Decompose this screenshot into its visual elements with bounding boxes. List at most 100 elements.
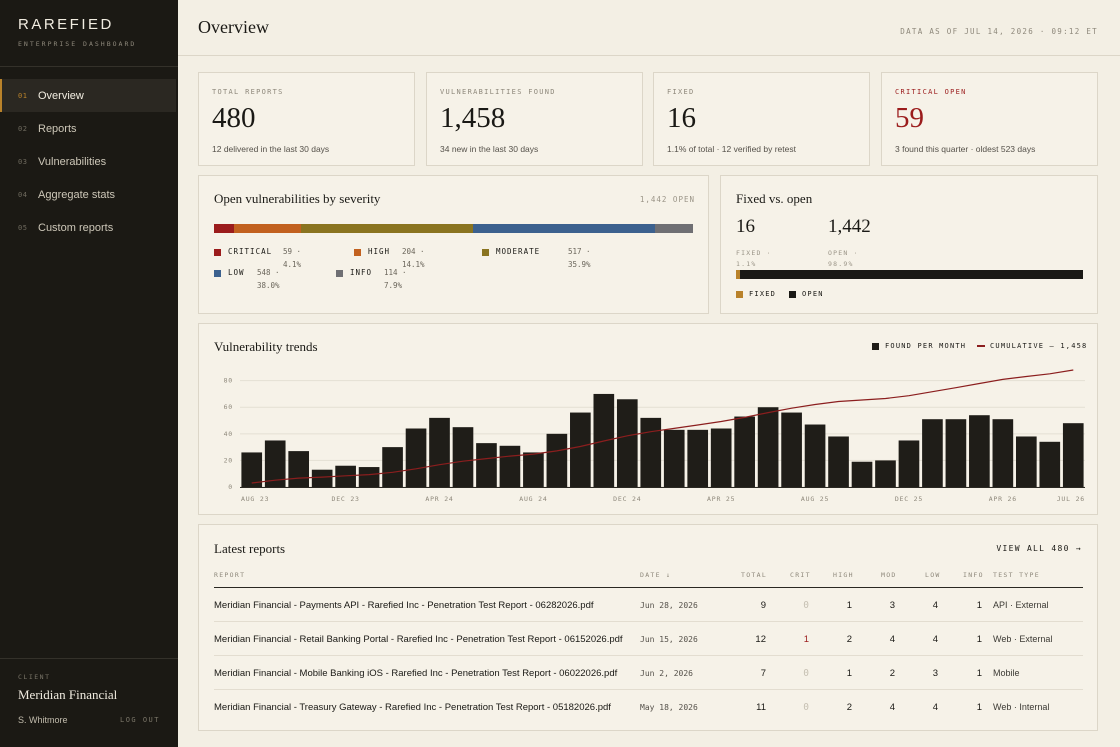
- legend-swatch: [482, 249, 489, 256]
- y-tick-label: 20: [224, 456, 233, 464]
- severity-count: 548 ·: [257, 268, 280, 277]
- nav-number: 01: [18, 91, 28, 100]
- legend-swatch: [214, 249, 221, 256]
- header: Overview DATA AS OF JUL 14, 2026 · 09:12…: [178, 0, 1120, 56]
- logout-link[interactable]: LOG OUT: [119, 716, 160, 724]
- kpi-value: 480: [212, 102, 256, 134]
- trend-bar: [523, 452, 544, 487]
- y-tick-label: 60: [224, 403, 233, 411]
- legend-name: INFO: [350, 268, 373, 277]
- x-tick-label: JUL 26: [1057, 495, 1085, 503]
- x-tick-label: AUG 23: [241, 495, 269, 503]
- trend-bar: [828, 436, 849, 487]
- sidebar-item-custom-reports[interactable]: 05 Custom reports: [0, 211, 176, 244]
- trend-bar: [499, 445, 521, 487]
- trend-bar: [734, 416, 755, 487]
- severity-segment-high: [233, 224, 302, 233]
- count-high: 2: [846, 702, 852, 713]
- client-label: CLIENT: [18, 673, 51, 681]
- count-mod: 4: [889, 634, 895, 645]
- table-header-divider: [214, 587, 1083, 588]
- test-type: Web · External: [993, 634, 1053, 644]
- x-tick-label: APR 24: [425, 495, 453, 503]
- fixed-label: FIXED · 1.1%: [736, 248, 772, 270]
- col-header-high[interactable]: HIGH: [833, 571, 854, 579]
- kpi-subtext: 3 found this quarter · oldest 523 days: [895, 144, 1036, 154]
- nav-label: Overview: [38, 89, 84, 102]
- test-type: Web · Internal: [993, 702, 1050, 712]
- kpi-card-total-reports: TOTAL REPORTS 480 12 delivered in the la…: [198, 72, 415, 166]
- fixed-vs-open-card: Fixed vs. open 16 1,442 FIXED · 1.1% OPEN…: [720, 175, 1098, 314]
- severity-percent: 38.0%: [257, 281, 280, 290]
- trend-bar: [992, 419, 1014, 487]
- severity-segment-low: [473, 224, 656, 233]
- brand-subtitle: ENTERPRISE DASHBOARD: [18, 40, 137, 48]
- sidebar: RAREFIED ENTERPRISE DASHBOARD 01 Overvie…: [0, 0, 178, 747]
- legend-swatch: [336, 270, 343, 277]
- col-header-crit[interactable]: CRIT: [790, 571, 811, 579]
- nav-label: Custom reports: [38, 221, 114, 234]
- count-crit: 1: [803, 634, 809, 645]
- count-mod: 3: [889, 600, 895, 611]
- count-crit: 0: [803, 668, 809, 679]
- nav-label: Aggregate stats: [38, 188, 116, 201]
- sidebar-item-overview[interactable]: 01 Overview: [0, 79, 176, 112]
- fixed-caption: FIXED ·: [736, 249, 772, 257]
- report-name[interactable]: Meridian Financial - Payments API - Rare…: [214, 600, 594, 611]
- sidebar-item-reports[interactable]: 02 Reports: [0, 112, 176, 145]
- view-all-link[interactable]: VIEW ALL 480 →: [996, 544, 1082, 553]
- count-low: 4: [932, 634, 938, 645]
- y-tick-label: 40: [224, 430, 233, 438]
- count-high: 1: [846, 668, 852, 679]
- severity-segment-critical: [214, 224, 234, 233]
- sidebar-item-aggregate-stats[interactable]: 04 Aggregate stats: [0, 178, 176, 211]
- count-high: 1: [846, 600, 852, 611]
- trends-title: Vulnerability trends: [214, 339, 318, 354]
- report-name[interactable]: Meridian Financial - Mobile Banking iOS …: [214, 668, 618, 679]
- col-header-total[interactable]: TOTAL: [741, 571, 768, 579]
- col-header-test-type[interactable]: TEST TYPE: [993, 571, 1040, 579]
- severity-percent: 7.9%: [384, 281, 403, 290]
- x-tick-label: DEC 24: [613, 495, 641, 503]
- open-value: 1,442: [828, 216, 871, 237]
- open-label: OPEN · 98.9%: [828, 248, 859, 270]
- col-header-date[interactable]: DATE ↓: [640, 571, 672, 579]
- report-date: Jun 15, 2026: [640, 635, 698, 644]
- legend-label: OPEN: [802, 290, 824, 298]
- col-header-mod[interactable]: MOD: [881, 571, 897, 579]
- report-name[interactable]: Meridian Financial - Retail Banking Port…: [214, 634, 623, 645]
- trend-bar: [429, 417, 450, 487]
- trend-bar: [288, 451, 310, 487]
- open-caption: OPEN ·: [828, 249, 859, 257]
- sidebar-item-vulnerabilities[interactable]: 03 Vulnerabilities: [0, 145, 176, 178]
- trend-bar: [804, 424, 826, 487]
- trend-bar: [616, 399, 638, 487]
- table-row[interactable]: Meridian Financial - Payments API - Rare…: [214, 588, 1083, 622]
- count-high: 2: [846, 634, 852, 645]
- col-header-report[interactable]: REPORT: [214, 571, 246, 579]
- report-date: Jun 28, 2026: [640, 601, 698, 610]
- fixed-vs-open-title: Fixed vs. open: [736, 191, 813, 206]
- main-content: Overview DATA AS OF JUL 14, 2026 · 09:12…: [178, 0, 1120, 747]
- count-total: 9: [760, 600, 766, 611]
- col-header-info[interactable]: INFO: [963, 571, 984, 579]
- report-name[interactable]: Meridian Financial - Treasury Gateway - …: [214, 702, 611, 713]
- legend-swatch: [789, 290, 796, 298]
- legend-name: LOW: [228, 268, 245, 277]
- kpi-label: FIXED: [667, 88, 695, 96]
- fixed-value: 16: [736, 216, 755, 237]
- col-header-low[interactable]: LOW: [925, 571, 941, 579]
- trend-bar: [311, 469, 333, 487]
- count-low: 3: [932, 668, 938, 679]
- open-count: 1,442 OPEN: [639, 195, 695, 204]
- legend-critical: CRITICAL 59 · 4.1%: [214, 247, 301, 271]
- client-panel: CLIENT Meridian Financial S. Whitmore LO…: [18, 673, 160, 725]
- table-row[interactable]: Meridian Financial - Treasury Gateway - …: [214, 690, 1083, 724]
- fixed-percent: 1.1%: [736, 260, 757, 268]
- x-tick-label: APR 25: [707, 495, 735, 503]
- table-row[interactable]: Meridian Financial - Mobile Banking iOS …: [214, 656, 1083, 690]
- legend-name: MODERATE: [496, 247, 541, 256]
- test-type: API · External: [993, 600, 1049, 610]
- table-row[interactable]: Meridian Financial - Retail Banking Port…: [214, 622, 1083, 656]
- legend-open: OPEN: [789, 290, 824, 298]
